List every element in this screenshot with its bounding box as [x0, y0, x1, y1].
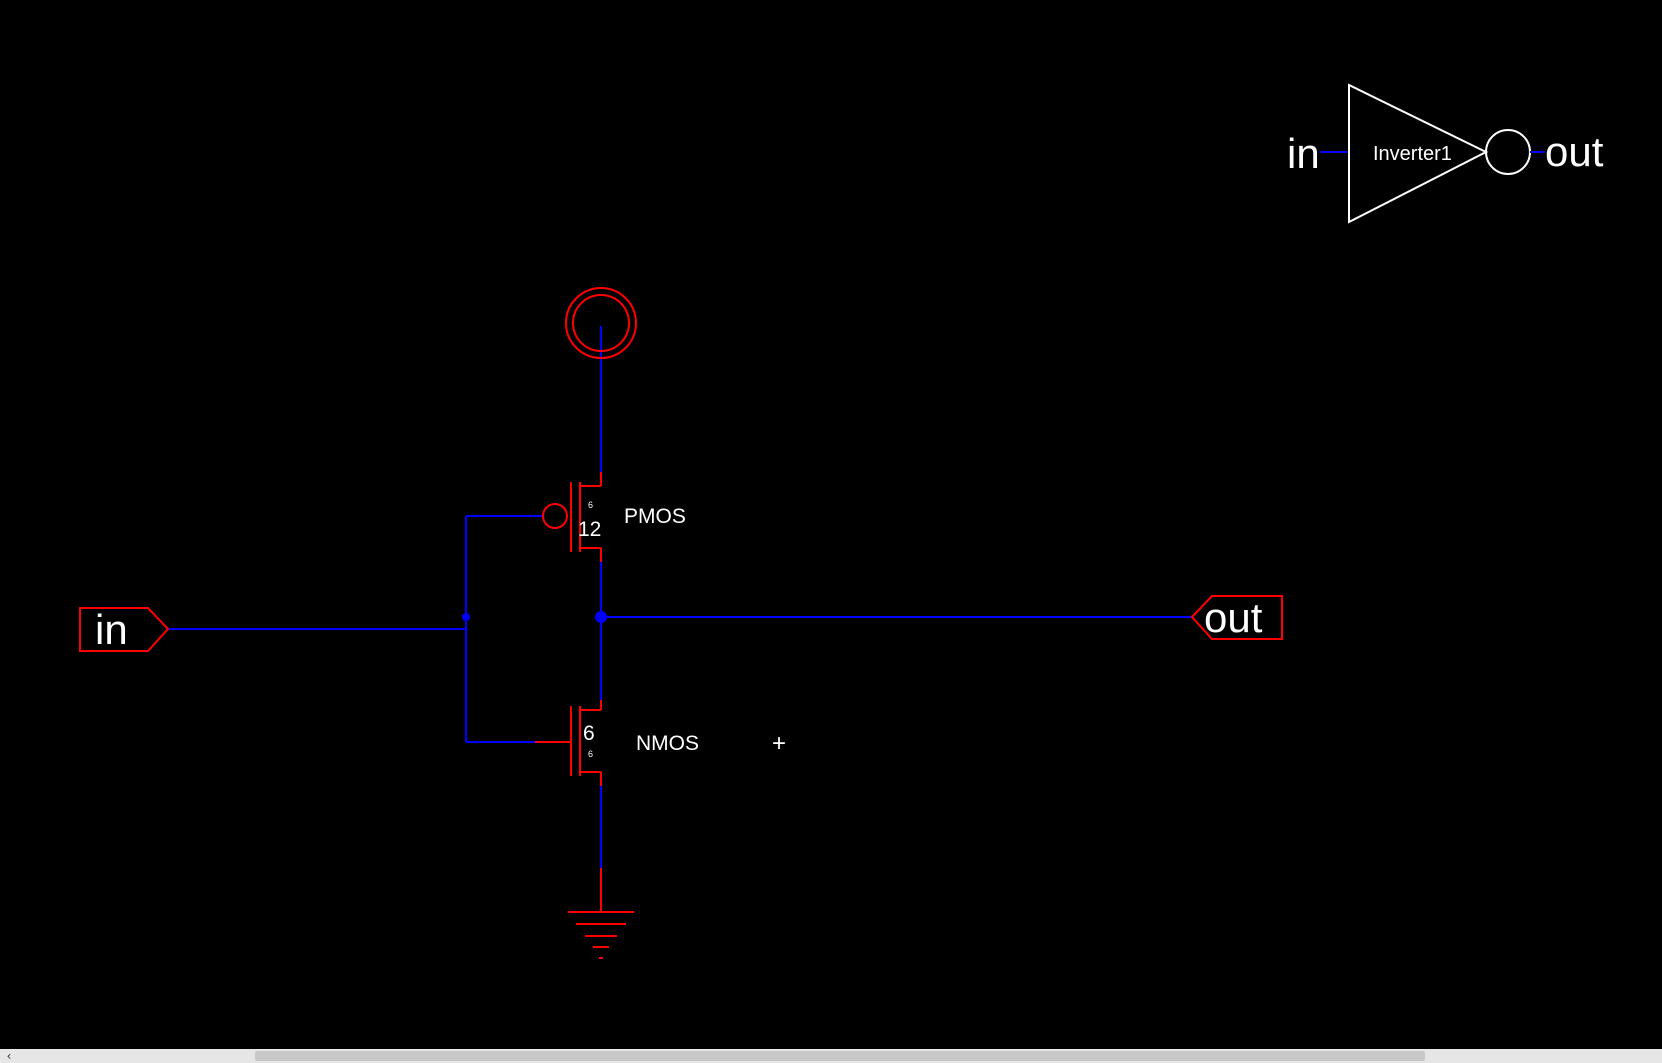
nmos-label: NMOS — [636, 732, 699, 755]
inverter-symbol[interactable]: in Inverter1 out — [1287, 83, 1604, 224]
pmos-transistor[interactable] — [542, 472, 602, 562]
junction-dot-output — [595, 611, 607, 623]
output-port[interactable]: out — [1190, 594, 1283, 641]
output-port-label: out — [1204, 594, 1263, 641]
crosshair-cursor-icon: + — [772, 730, 786, 757]
input-port[interactable]: in — [79, 606, 170, 653]
symbol-triangle — [1348, 83, 1489, 224]
pmos-gate-bubble — [542, 503, 568, 529]
nmos-length: 6 — [588, 749, 593, 759]
junction-dot-input — [462, 613, 470, 621]
ground-icon[interactable] — [568, 868, 634, 959]
horizontal-scrollbar[interactable]: ‹ — [0, 1049, 1662, 1063]
pmos-width: 12 — [578, 518, 601, 541]
symbol-bubble — [1485, 129, 1531, 175]
pmos-length: 6 — [588, 500, 593, 510]
wires — [168, 326, 1192, 868]
nmos-width: 6 — [583, 722, 595, 745]
symbol-name: Inverter1 — [1373, 143, 1452, 165]
symbol-output-label: out — [1545, 128, 1604, 175]
chevron-left-icon[interactable]: ‹ — [6, 1049, 12, 1063]
scrollbar-thumb[interactable] — [255, 1051, 1425, 1061]
vdd-icon[interactable] — [565, 287, 637, 359]
input-port-label: in — [95, 606, 128, 653]
pmos-label: PMOS — [624, 505, 686, 528]
nmos-transistor[interactable] — [535, 700, 602, 786]
symbol-input-label: in — [1287, 130, 1320, 177]
